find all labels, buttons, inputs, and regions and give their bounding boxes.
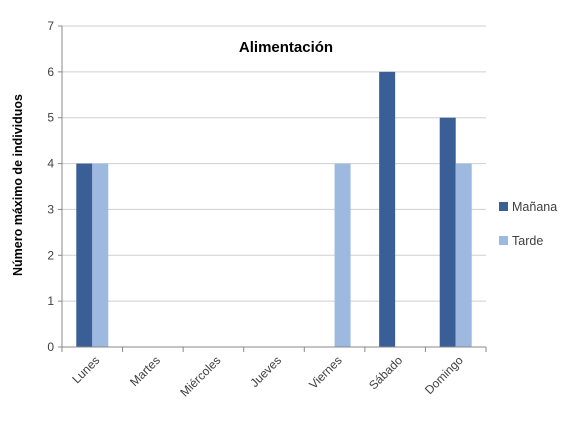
bar-maana-sbado xyxy=(379,71,396,347)
x-tick-label: Miércoles xyxy=(177,353,223,399)
y-tick-labels: 0 1 2 3 4 5 6 7 xyxy=(47,19,54,354)
legend: Mañana Tarde xyxy=(499,200,557,248)
legend-label: Tarde xyxy=(512,234,543,248)
legend-label: Mañana xyxy=(512,200,557,214)
legend-swatch xyxy=(499,202,508,211)
x-tick-label: Jueves xyxy=(247,353,284,390)
bar-tarde-domingo xyxy=(455,163,472,347)
y-tick-label: 0 xyxy=(47,340,54,354)
axes xyxy=(58,25,487,352)
bars xyxy=(76,71,472,347)
x-tick-label: Domingo xyxy=(422,353,466,397)
bar-tarde-viernes xyxy=(334,163,351,347)
bar-tarde-lunes xyxy=(92,163,109,347)
y-axis-label: Número máximo de individuos xyxy=(11,94,25,276)
legend-swatch xyxy=(499,236,508,245)
y-tick-label: 4 xyxy=(47,157,54,171)
y-tick-label: 6 xyxy=(47,65,54,79)
x-tick-label: Sábado xyxy=(366,353,405,392)
gridlines xyxy=(62,25,486,302)
x-tick-label: Viernes xyxy=(306,353,345,392)
y-tick-label: 3 xyxy=(47,202,54,216)
x-tick-label: Martes xyxy=(127,353,163,389)
x-tick-labels: Lunes Martes Miércoles Jueves Viernes Sábado D… xyxy=(69,353,466,399)
y-tick-label: 2 xyxy=(47,248,54,262)
x-tick-label: Lunes xyxy=(69,353,102,386)
y-tick-label: 7 xyxy=(47,19,54,33)
bar-maana-lunes xyxy=(76,163,93,347)
chart-title: Alimentación xyxy=(239,39,333,56)
y-tick-label: 1 xyxy=(47,294,54,308)
y-tick-label: 5 xyxy=(47,111,54,125)
bar-maana-domingo xyxy=(439,117,456,347)
